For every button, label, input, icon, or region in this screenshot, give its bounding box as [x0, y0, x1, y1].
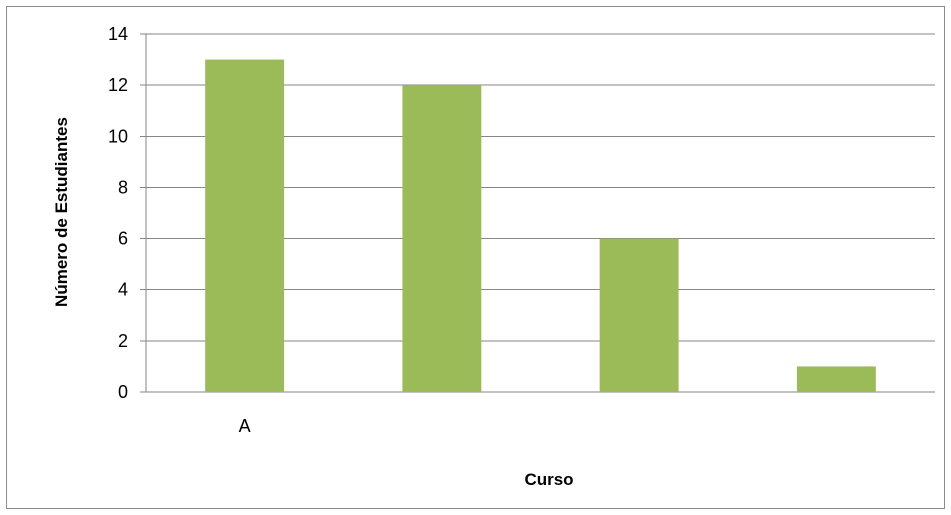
y-tick-label: 14 [108, 24, 128, 44]
y-tick-label: 2 [118, 331, 128, 351]
y-tick-label: 12 [108, 75, 128, 95]
y-tick-label: 10 [108, 126, 128, 146]
bar [205, 59, 285, 392]
y-tick-label: 6 [118, 229, 128, 249]
bar [599, 238, 679, 392]
bars [205, 59, 876, 393]
x-tick-label: A [239, 416, 251, 436]
y-tick-label: 0 [118, 382, 128, 402]
y-axis-title: Número de Estudiantes [52, 117, 71, 307]
x-axis-title: Curso [524, 470, 573, 489]
y-tick-label: 8 [118, 177, 128, 197]
y-tick-label: 4 [118, 280, 128, 300]
bar [796, 366, 876, 392]
x-tick-labels: A [239, 416, 251, 436]
bar [402, 85, 482, 393]
y-tick-labels: 0 2 4 6 8 10 12 14 [108, 24, 128, 402]
